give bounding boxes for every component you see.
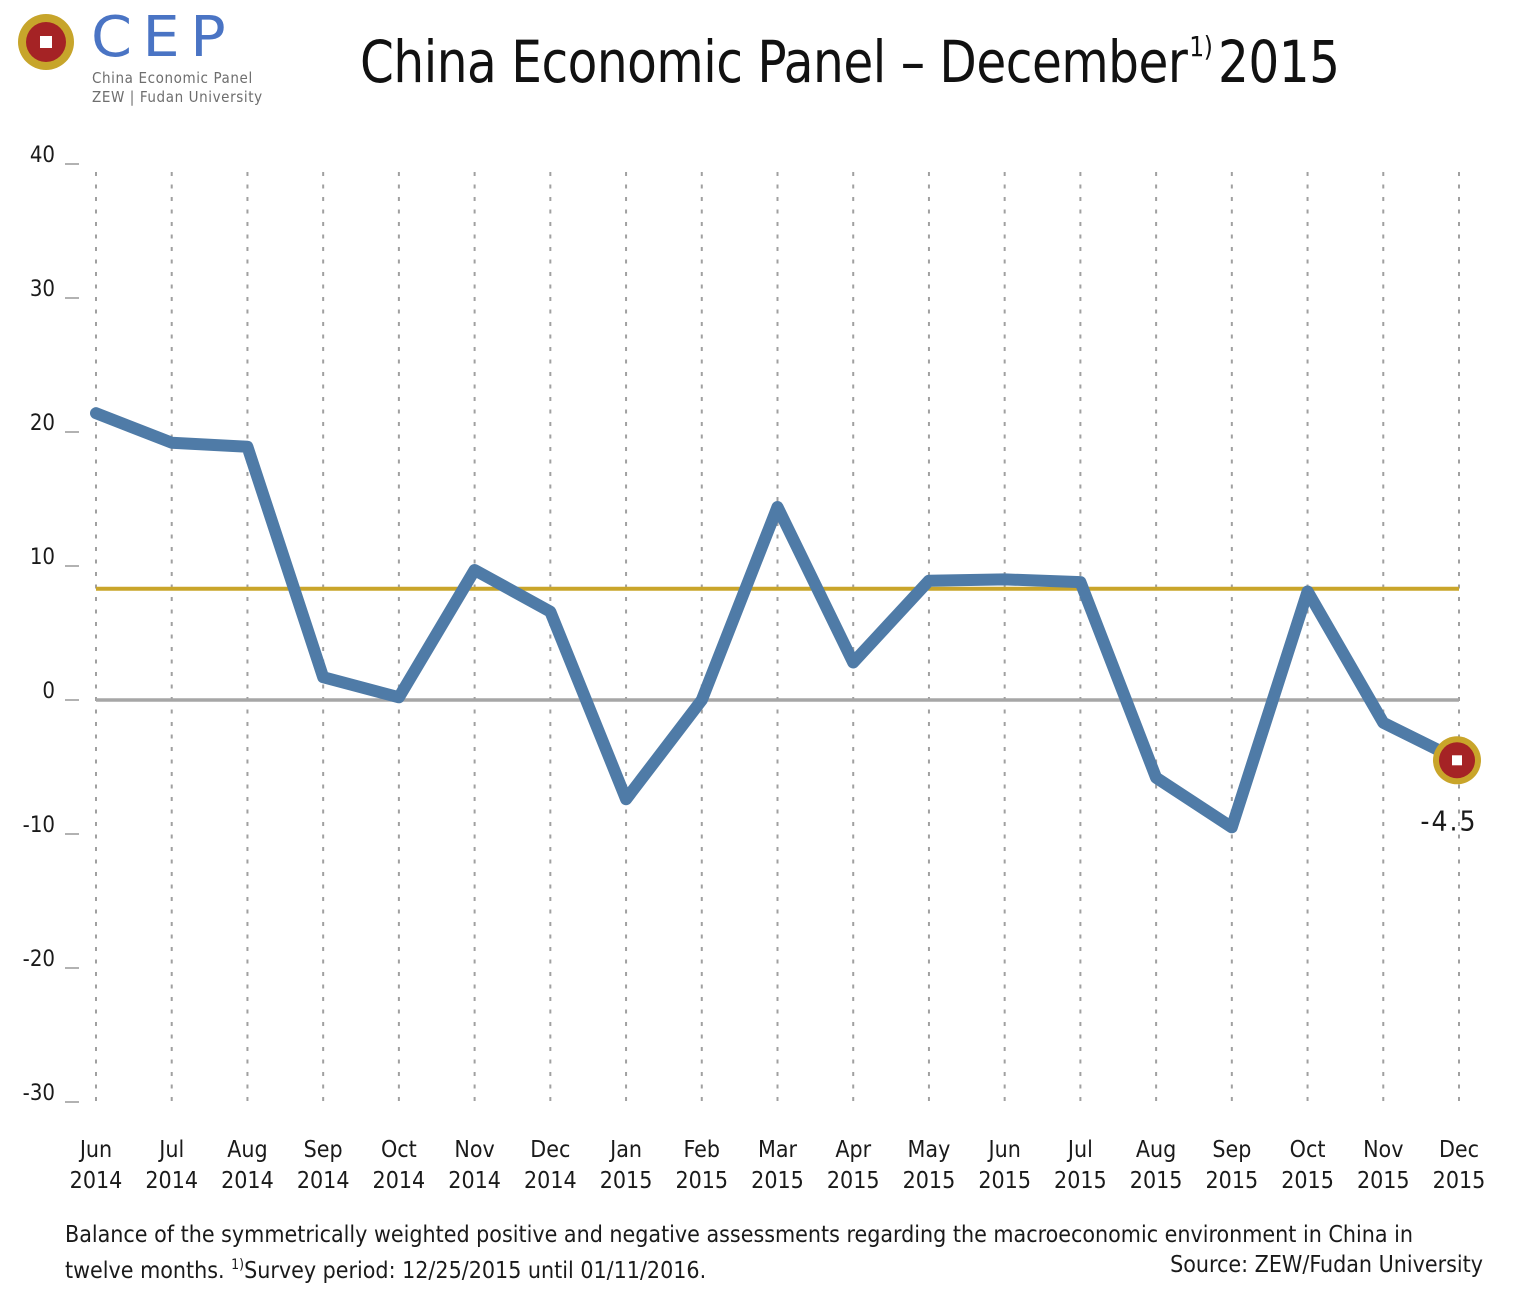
x-tick-label-year: 2015 — [1054, 1168, 1107, 1194]
footnote-marker: 1) — [231, 1257, 245, 1273]
annotations: -4.5 — [1420, 736, 1481, 837]
x-tick-label-year: 2015 — [978, 1168, 1031, 1194]
x-tick-label-year: 2014 — [448, 1168, 501, 1194]
cep-logo: CEP China Economic Panel ZEW | Fudan Uni… — [18, 8, 278, 112]
x-tick-label-month: Jun — [78, 1137, 112, 1163]
y-tick-label: 40 — [30, 143, 55, 168]
x-tick-label-month: Nov — [1363, 1137, 1403, 1163]
vertical-gridlines — [95, 172, 1460, 1104]
x-tick-label-year: 2014 — [70, 1168, 123, 1194]
source-label: Source: ZEW/Fudan University — [1170, 1252, 1483, 1278]
x-tick-label-year: 2015 — [1206, 1168, 1259, 1194]
x-tick-label-month: Feb — [684, 1137, 721, 1163]
chart-footnote: Balance of the symmetrically weighted po… — [65, 1220, 1483, 1286]
title-main: China Economic Panel – December — [360, 28, 1188, 96]
y-tick-label: -20 — [23, 947, 55, 972]
x-tick-label-year: 2014 — [524, 1168, 577, 1194]
footnote-line-1: Balance of the symmetrically weighted po… — [65, 1222, 1413, 1248]
x-tick-label-year: 2014 — [145, 1168, 198, 1194]
x-tick-label-month: Sep — [1212, 1137, 1251, 1163]
x-tick-label-month: Aug — [227, 1137, 267, 1163]
x-tick-label-year: 2015 — [675, 1168, 728, 1194]
x-tick-label-year: 2015 — [1130, 1168, 1183, 1194]
x-axis: Jun 2014 Jul 2014 Aug 2014 Sep 2014 Oct 2014 Nov 20… — [70, 1137, 1486, 1194]
x-tick-label-month: Aug — [1136, 1137, 1176, 1163]
x-tick-label-month: Dec — [530, 1137, 570, 1163]
x-tick-label-month: May — [908, 1137, 951, 1163]
y-tick-label: 30 — [30, 277, 55, 302]
x-tick-label-month: Jul — [157, 1137, 184, 1163]
x-tick-label-year: 2015 — [600, 1168, 653, 1194]
highlight-marker-center — [1452, 755, 1462, 766]
reference-lines — [96, 586, 1459, 702]
x-tick-label-year: 2014 — [221, 1168, 274, 1194]
x-tick-label-month: Dec — [1439, 1137, 1479, 1163]
y-tick-label: 10 — [30, 545, 55, 570]
y-tick-label: -10 — [23, 813, 55, 838]
y-tick-label: 0 — [42, 679, 55, 704]
x-tick-label-year: 2015 — [751, 1168, 804, 1194]
footnote-text: twelve months. — [65, 1258, 232, 1284]
x-tick-label-month: Oct — [381, 1137, 417, 1163]
y-axis: 40 30 20 10 0 -10 -20 -30 — [23, 143, 79, 1106]
x-tick-label-month: Mar — [758, 1137, 798, 1163]
title-year: 2015 — [1217, 28, 1340, 96]
title-footnote-marker: 1) — [1189, 30, 1213, 63]
x-tick-label-month: Nov — [454, 1137, 494, 1163]
chart-title: China Economic Panel – December1)2015 — [360, 28, 1340, 96]
x-tick-label-year: 2015 — [903, 1168, 956, 1194]
x-tick-label-month: Jul — [1066, 1137, 1093, 1163]
x-tick-label-month: Oct — [1290, 1137, 1326, 1163]
x-tick-label-month: Sep — [304, 1137, 343, 1163]
x-tick-label-month: Apr — [835, 1137, 871, 1163]
x-tick-label-year: 2014 — [297, 1168, 350, 1194]
x-tick-label-year: 2014 — [373, 1168, 426, 1194]
logo-subtitle-2: ZEW | Fudan University — [92, 88, 263, 106]
y-tick-label: 20 — [30, 411, 55, 436]
x-tick-label-month: Jan — [608, 1137, 642, 1163]
data-label-latest: -4.5 — [1420, 804, 1477, 837]
coin-logo-icon — [18, 14, 74, 70]
logo-subtitle-1: China Economic Panel — [92, 69, 253, 87]
x-tick-label-year: 2015 — [1281, 1168, 1334, 1194]
survey-period: Survey period: 12/25/2015 until 01/11/20… — [244, 1258, 707, 1284]
x-tick-label-year: 2015 — [1357, 1168, 1410, 1194]
footnote-line-2: twelve months. 1)Survey period: 12/25/20… — [65, 1250, 706, 1286]
x-tick-label-year: 2015 — [1433, 1168, 1486, 1194]
x-tick-label-month: Jun — [986, 1137, 1020, 1163]
y-tick-label: -30 — [23, 1081, 55, 1106]
x-tick-label-year: 2015 — [827, 1168, 880, 1194]
logo-wordmark: CEP — [91, 5, 237, 70]
